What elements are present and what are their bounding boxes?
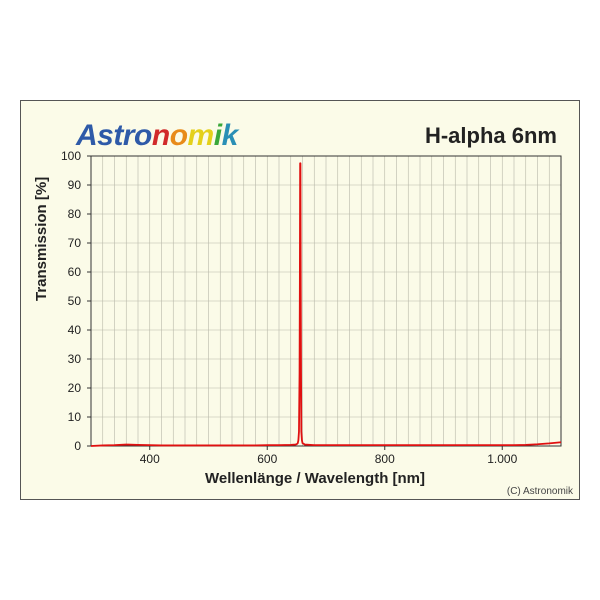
- xtick-label: 600: [247, 452, 287, 466]
- ytick-label: 10: [21, 410, 81, 424]
- chart-svg: [91, 156, 561, 446]
- brand-logo: Astronomik: [76, 119, 238, 153]
- chart-frame: Astronomik H-alpha 6nm Transmission [%] …: [20, 100, 580, 500]
- chart-xlabel: Wellenlänge / Wavelength [nm]: [21, 470, 579, 487]
- xtick-label: 1.000: [482, 452, 522, 466]
- ytick-label: 80: [21, 207, 81, 221]
- ytick-label: 90: [21, 178, 81, 192]
- ytick-label: 60: [21, 265, 81, 279]
- ytick-label: 0: [21, 439, 81, 453]
- ytick-label: 50: [21, 294, 81, 308]
- ytick-label: 100: [21, 149, 81, 163]
- ytick-label: 70: [21, 236, 81, 250]
- ytick-label: 40: [21, 323, 81, 337]
- xtick-label: 800: [365, 452, 405, 466]
- chart-plot-area: [91, 156, 561, 446]
- xtick-label: 400: [130, 452, 170, 466]
- ytick-label: 30: [21, 352, 81, 366]
- copyright-text: (C) Astronomik: [507, 486, 573, 497]
- product-title: H-alpha 6nm: [425, 123, 557, 149]
- ytick-label: 20: [21, 381, 81, 395]
